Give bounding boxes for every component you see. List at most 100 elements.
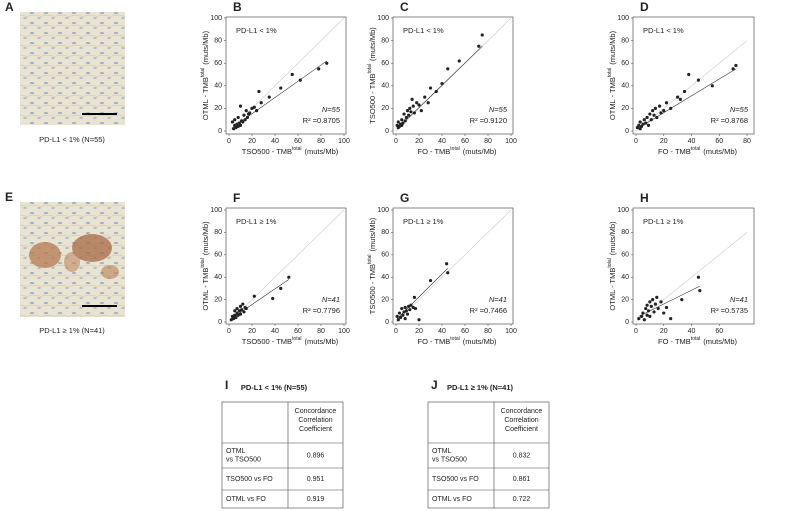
annotation: PD-L1 < 1% <box>236 26 277 35</box>
point <box>710 84 714 88</box>
panel-letter: G <box>400 191 409 205</box>
point <box>428 278 433 283</box>
point <box>403 317 407 321</box>
point <box>287 275 291 279</box>
point <box>230 120 235 124</box>
point <box>734 63 738 68</box>
panel-letter: I <box>225 378 228 392</box>
r2-label: R² =0.8705 <box>303 116 340 125</box>
point <box>428 86 433 90</box>
axis-label-text: TSO500 - TMB <box>242 147 292 156</box>
y-tick-label: 40 <box>214 83 222 90</box>
panel-letter: E <box>5 190 13 204</box>
axis-label-text: TSO500 - TMB <box>368 264 377 314</box>
x-tick-label: 60 <box>715 138 723 145</box>
x-tick-label: 0 <box>634 328 638 335</box>
point <box>245 115 249 120</box>
table-frame <box>221 401 344 509</box>
table-frame <box>427 401 550 509</box>
axis-label-unit: (muts/Mb) <box>368 217 377 251</box>
point <box>404 309 408 313</box>
point <box>248 111 252 115</box>
x-tick-label: 0 <box>227 328 231 335</box>
plot-frame <box>392 16 514 135</box>
table-header: Concordance <box>501 408 543 415</box>
point <box>298 78 302 82</box>
point <box>244 109 248 113</box>
table-value: 0.832 <box>513 452 531 459</box>
x-tick-label: 60 <box>461 138 469 145</box>
axis-label-text: FO - TMB <box>658 147 691 156</box>
x-tick-label: 40 <box>271 138 279 145</box>
y-tick-label: 40 <box>214 274 222 281</box>
point <box>651 298 655 302</box>
point <box>407 113 411 117</box>
point <box>664 101 669 105</box>
x-tick-label: 80 <box>317 328 325 335</box>
table-row-label: OTML vs FO <box>226 496 266 503</box>
point <box>234 315 238 320</box>
n-label: N=55 <box>322 105 341 114</box>
axis-label-text: TSO500 - TMB <box>242 337 292 346</box>
x-tick-label: 0 <box>634 138 638 145</box>
point <box>637 123 641 127</box>
x-tick-label: 40 <box>688 138 696 145</box>
axis-label: FO - TMBtotal (muts/Mb) <box>418 336 497 346</box>
point <box>682 89 687 94</box>
y-tick-label: 60 <box>621 60 629 67</box>
point <box>241 120 245 124</box>
axis-label: FO - TMBtotal (muts/Mb) <box>418 146 497 156</box>
point <box>257 89 261 94</box>
axis-label-text: TSO500 - TMB <box>368 73 377 123</box>
y-tick-label: 100 <box>377 207 389 214</box>
y-tick-label: 20 <box>381 296 389 303</box>
axis-label-text: OTML - TMB <box>608 77 617 120</box>
point <box>408 308 412 312</box>
point <box>233 309 237 313</box>
y-tick-label: 60 <box>381 252 389 259</box>
point <box>242 113 246 117</box>
point <box>434 89 438 94</box>
n-label: N=41 <box>730 295 748 304</box>
point <box>646 309 651 313</box>
point <box>480 33 484 37</box>
point <box>252 105 256 109</box>
y-tick-label: 60 <box>214 60 222 67</box>
point <box>639 314 644 318</box>
point <box>395 314 399 318</box>
point <box>698 289 702 293</box>
plot-frame <box>632 207 755 325</box>
y-tick-label: 60 <box>214 252 222 259</box>
annotation: PD-L1 < 1% <box>643 26 684 35</box>
point <box>255 109 259 113</box>
axis-label-unit: (muts/Mb) <box>608 30 617 64</box>
annotation: PD-L1 ≥ 1% <box>643 217 684 226</box>
n-label: N=41 <box>489 295 507 304</box>
axis-label-text: OTML - TMB <box>201 268 210 311</box>
axis-label-unit: (muts/Mb) <box>463 337 497 346</box>
axis-label-text: FO - TMB <box>418 337 451 346</box>
point <box>642 118 646 122</box>
table-header: Correlation <box>504 417 538 424</box>
point <box>662 109 666 113</box>
x-tick-label: 80 <box>317 138 325 145</box>
table-value: 0.951 <box>307 476 325 483</box>
point <box>662 311 666 315</box>
r2-label: R² =0.5735 <box>711 306 748 315</box>
point <box>653 302 658 306</box>
axis-label: TSO500 - TMBtotal (muts/Mb) <box>367 217 377 314</box>
point <box>317 67 321 71</box>
table-row-label: OTML vs FO <box>432 496 472 503</box>
annotation: PD-L1 < 1% <box>403 26 444 35</box>
point <box>676 95 680 99</box>
x-tick-label: 0 <box>394 138 398 145</box>
point <box>651 109 655 113</box>
point <box>644 306 648 311</box>
n-label: N=55 <box>489 105 508 114</box>
point <box>648 314 652 318</box>
panel-letter: B <box>233 0 242 14</box>
axis-label-sup: total <box>367 255 373 264</box>
axis-label: FO - TMBtotal (muts/Mb) <box>658 146 737 156</box>
table-header: Correlation <box>298 417 332 424</box>
point <box>271 296 275 301</box>
